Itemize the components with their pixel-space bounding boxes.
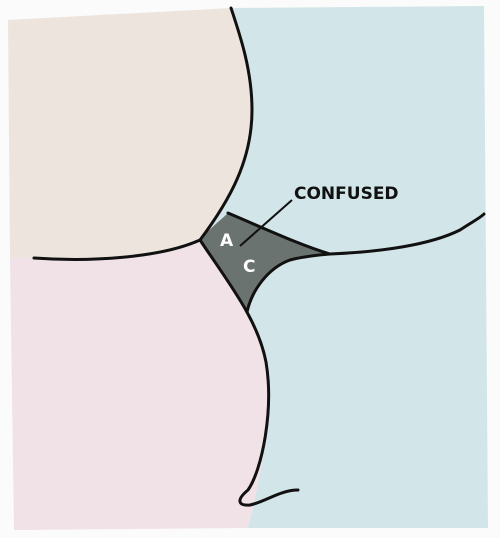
- region-top-left: [8, 8, 252, 260]
- overlap-letter-c: C: [243, 257, 255, 277]
- overlap-letter-a: A: [220, 231, 234, 251]
- callout-label: CONFUSED: [294, 184, 399, 204]
- region-bottom-left: [10, 240, 269, 530]
- region-right: [200, 6, 488, 528]
- outline-top-left-circle: [32, 6, 254, 261]
- outline-overlap-inner: [245, 252, 332, 314]
- callout-leader-line: [239, 199, 293, 247]
- outline-right-circle: [226, 211, 486, 256]
